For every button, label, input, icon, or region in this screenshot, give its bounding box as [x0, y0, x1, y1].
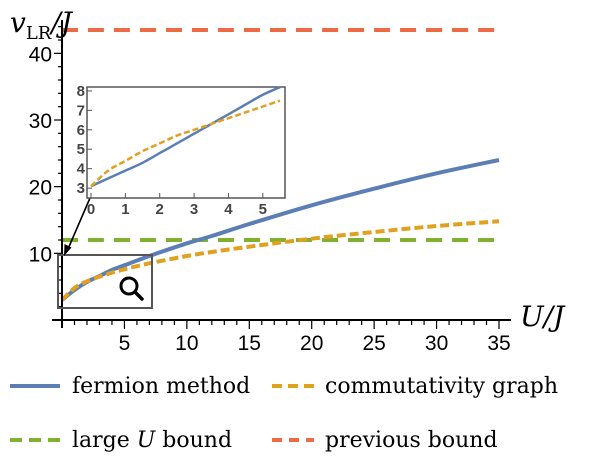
inset-series-fermion-method [90, 85, 281, 188]
y-tick-label: 30 [29, 110, 52, 133]
inset-x-tick-label: 5 [259, 201, 267, 218]
legend-label-large-u: large U bound [72, 428, 232, 453]
x-tick-label: 15 [238, 332, 261, 355]
legend-label-large-u-pre: large [72, 428, 137, 453]
inset-x-tick-label: 2 [156, 201, 164, 218]
inset-series-commutativity-graph [90, 99, 281, 188]
legend-label-fermion: fermion method [72, 374, 250, 399]
x-tick-label: 10 [175, 332, 198, 355]
inset-x-tick-label: 3 [190, 201, 198, 218]
inset-x-tick-label: 0 [87, 201, 95, 218]
y-axis-title-sub: LR [26, 23, 52, 44]
legend-label-large-u-post: bound [155, 428, 232, 453]
legend-label-large-u-var: U [137, 428, 157, 453]
x-tick-label: 35 [487, 332, 510, 355]
legend-label-previous: previous bound [325, 428, 498, 453]
magnifier-icon [119, 276, 144, 301]
main-axes [52, 20, 511, 328]
y-tick-label: 20 [29, 177, 52, 200]
y-axis-title-main: v [10, 6, 26, 39]
legend-label-commutativity: commutativity graph [325, 374, 558, 399]
zoom-arrow [67, 197, 91, 250]
inset-y-tick-label: 5 [77, 141, 85, 158]
inset-y-tick-label: 6 [77, 122, 85, 139]
inset-y-tick-label: 3 [77, 180, 85, 197]
inset-ticks: 0 1 2 3 4 5 3 4 5 6 7 8 [77, 83, 267, 218]
y-axis-title-tail: /J [48, 6, 73, 39]
legend-item-previous-bound: previous bound [272, 428, 498, 453]
inset-series-group [90, 85, 281, 188]
legend-item-large-u-bound: large U bound [10, 428, 232, 453]
y-tick-label: 10 [29, 243, 52, 266]
y-axis-title: vLR/J [10, 6, 74, 44]
x-axis-title: U/J [520, 300, 566, 333]
x-tick-label: 30 [425, 332, 448, 355]
series-commutativity-graph [60, 219, 500, 302]
x-tick-label: 5 [119, 332, 131, 355]
legend-item-fermion-method: fermion method [10, 374, 250, 399]
inset-y-tick-label: 8 [77, 83, 85, 100]
legend: fermion method commutativity graph large… [10, 374, 558, 453]
inset-y-tick-label: 4 [77, 161, 86, 178]
inset-x-tick-label: 1 [121, 201, 129, 218]
x-tick-label: 20 [300, 332, 323, 355]
main-series-group [60, 27, 500, 302]
zoom-arrow-head [64, 244, 72, 256]
y-tick-label: 40 [29, 43, 52, 66]
inset-y-tick-label: 7 [77, 102, 85, 119]
zoom-box [57, 254, 153, 309]
inset-frame [86, 86, 286, 199]
legend-item-commutativity-graph: commutativity graph [272, 374, 558, 399]
inset-x-tick-label: 4 [224, 201, 233, 218]
inset-chart: 0 1 2 3 4 5 3 4 5 6 7 8 [77, 83, 286, 218]
x-tick-label: 25 [362, 332, 385, 355]
zoom-region [57, 197, 153, 309]
